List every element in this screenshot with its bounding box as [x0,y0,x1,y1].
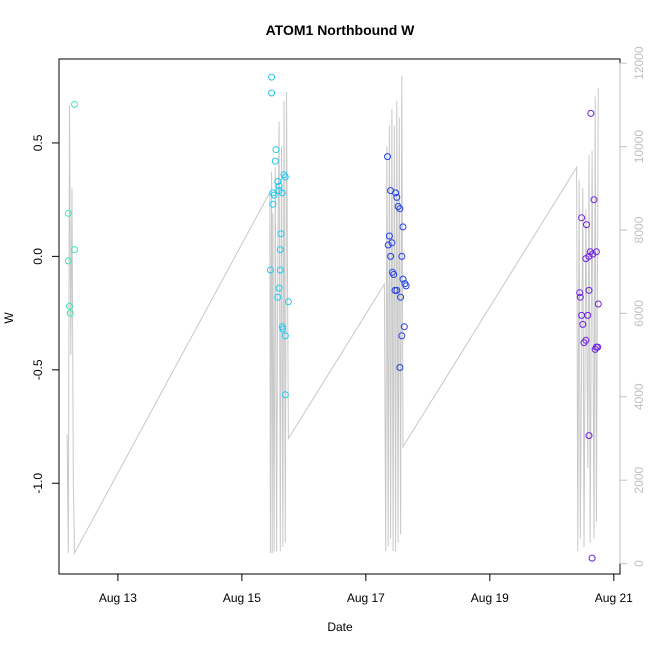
y-axis-left: -1.0 -0.5 0.0 0.5 [31,134,60,494]
data-point-s4-22 [592,248,600,256]
data-point-s3-19 [398,332,406,340]
data-point-s4-17 [589,250,597,258]
x-axis: Aug 13 Aug 15 Aug 17 Aug 19 Aug 21 [99,573,633,605]
data-point-s4-9 [583,221,590,229]
data-point-s2-17 [278,189,286,197]
data-point-s4-1 [576,289,584,297]
data-point-s2-15 [276,246,284,254]
data-point-s4-11 [585,286,593,294]
data-point-s3-8 [390,271,398,278]
data-point-s2-22 [281,332,289,340]
data-point-s1-2 [64,257,72,265]
data-point-s2-14 [276,266,284,274]
x-tick-label-4: Aug 19 [471,591,509,605]
data-point-s4-3 [578,214,586,222]
data-point-s1-1 [64,209,72,217]
x-axis-label: Date [327,620,353,634]
data-point-s2-21 [281,173,289,181]
data-point-s2-23 [281,391,289,399]
data-point-s3-12 [393,193,401,201]
data-point-s1-5 [71,100,78,108]
y2-tick-label-4: 6000 [632,300,646,327]
x-tick-label-3: Aug 17 [347,591,385,605]
x-tick-label-1: Aug 13 [99,591,137,605]
data-point-s3-13 [394,203,402,210]
y-tick-label-1: -1.0 [31,473,45,494]
data-point-s4-6 [580,339,588,347]
data-point-s2-16 [277,230,285,238]
data-point-s4-5 [579,320,587,328]
data-point-s2-9 [274,178,282,185]
y-tick-label-4: 0.5 [31,134,45,151]
data-point-s3-14 [396,205,404,213]
data-point-s4-14 [585,432,593,440]
data-point-s3-16 [397,293,405,301]
y2-tick-label-6: 10000 [632,130,646,164]
y2-tick-label-2: 2000 [632,467,646,494]
data-point-s2-1 [268,73,276,81]
data-point-s3-15 [396,364,404,371]
data-point-s3-17 [398,252,406,260]
secondary-series-layer [66,75,599,556]
data-point-s3-18 [399,223,407,231]
data-point-s2-2 [268,89,276,97]
data-point-s4-18 [590,196,598,204]
plot-frame [58,58,621,575]
data-point-s2-12 [274,293,282,301]
data-point-s1-6 [71,246,78,254]
x-tick-label-5: Aug 21 [595,591,633,605]
data-points-layer [64,73,602,562]
data-point-s4-23 [594,300,602,308]
y2-tick-label-7: 12000 [632,46,646,80]
data-point-s2-3 [266,266,274,274]
data-point-s2-5 [270,191,278,199]
data-point-s3-11 [393,286,401,294]
chart-title: ATOM1 Northbound W [266,22,416,38]
data-point-s2-6 [269,200,277,208]
data-point-s4-16 [588,554,596,562]
data-point-s4-12 [585,252,593,260]
x-tick-label-2: Aug 15 [223,591,261,605]
data-point-s3-2 [384,241,392,249]
data-point-s2-10 [275,182,283,190]
data-point-s3-3 [385,232,393,240]
data-point-s2-8 [271,157,279,165]
data-point-s3-23 [402,282,410,290]
data-point-s4-15 [587,109,595,117]
data-point-s4-7 [582,336,590,344]
data-point-s4-21 [594,343,602,351]
y2-tick-label-1: 0 [632,560,646,567]
data-point-s3-6 [388,239,396,247]
data-point-s3-21 [399,275,407,283]
secondary-series-line [66,75,599,556]
y-tick-label-3: 0.0 [31,248,45,265]
data-point-s2-24 [284,298,292,306]
data-point-s3-9 [392,189,400,197]
y2-tick-label-5: 8000 [632,216,646,243]
data-point-s2-13 [275,284,283,292]
data-point-s3-5 [387,252,395,260]
data-point-s2-19 [279,325,287,333]
data-point-s1-3 [66,302,73,310]
y-tick-label-2: -0.5 [31,359,45,380]
data-point-s2-7 [272,146,280,154]
data-point-s4-10 [584,311,592,319]
data-point-s3-20 [400,323,408,331]
y-axis-right: 0 2000 4000 6000 8000 10000 12000 [619,46,646,567]
data-point-s3-1 [384,153,391,161]
y2-tick-label-3: 4000 [632,383,646,410]
data-point-s1-4 [66,309,74,317]
data-point-s4-2 [576,293,584,301]
y-axis-label: W [2,312,16,324]
